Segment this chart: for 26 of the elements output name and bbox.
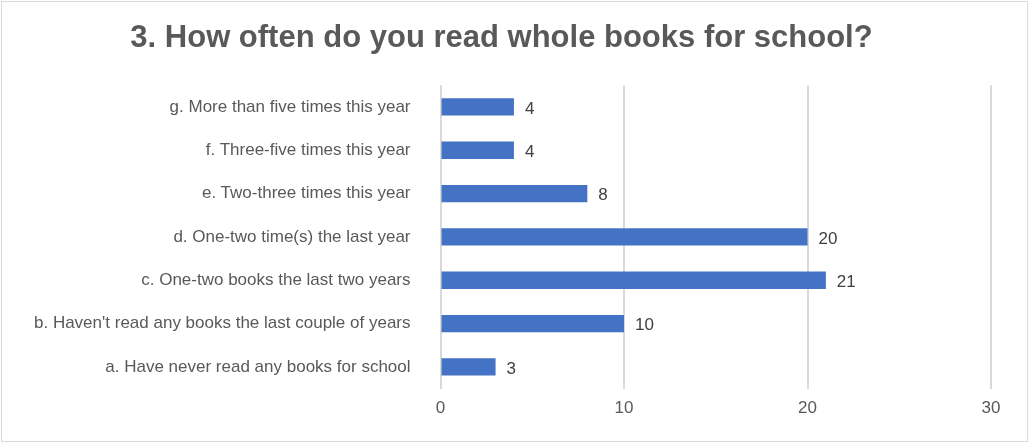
y-tick-label: d. One-two time(s) the last year: [173, 226, 411, 246]
x-tick-label: 10: [614, 398, 634, 418]
y-tick-label: b. Haven't read any books the last couple of years: [33, 313, 411, 333]
bar: [441, 271, 826, 289]
y-tick-label: g. More than five times this year: [169, 96, 411, 116]
chart-title: 3. How often do you read whole books for school?: [130, 19, 873, 55]
data-label: 10: [635, 315, 654, 335]
x-tick-label: 20: [798, 398, 817, 418]
bar: [441, 358, 496, 376]
y-tick-label: c. One-two books the last two years: [141, 269, 411, 289]
x-tick-label: 0: [435, 398, 446, 418]
data-label: 8: [598, 185, 608, 205]
bar: [441, 228, 808, 246]
bar: [441, 141, 514, 159]
data-label: 20: [818, 228, 838, 248]
y-tick-label: a. Have never read any books for school: [105, 356, 411, 376]
data-label: 4: [524, 98, 535, 118]
y-tick-label: e. Two-three times this year: [202, 183, 411, 203]
bar: [441, 314, 625, 333]
data-label: 4: [524, 141, 535, 161]
x-tick-label: 30: [981, 398, 1001, 418]
bar: [441, 184, 588, 203]
data-label: 21: [836, 271, 856, 291]
y-tick-label: f. Three-five times this year: [205, 139, 411, 159]
bar: [441, 98, 514, 116]
data-label: 3: [506, 358, 517, 378]
